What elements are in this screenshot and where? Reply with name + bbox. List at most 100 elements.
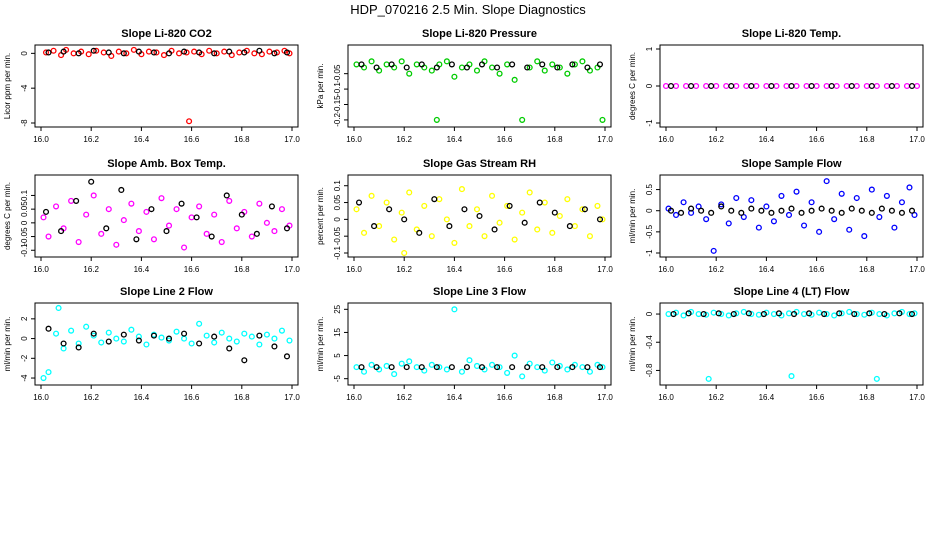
data-point — [218, 238, 225, 246]
data-point — [733, 194, 740, 202]
data-point — [678, 209, 685, 216]
data-point — [534, 226, 541, 233]
data-point — [504, 61, 511, 68]
data-point — [191, 48, 198, 55]
x-tick-label: 16.8 — [547, 265, 563, 274]
data-point — [700, 310, 707, 318]
y-tick-label: 25 — [333, 304, 342, 313]
series-all — [665, 178, 918, 254]
data-point — [556, 212, 563, 220]
data-point — [853, 194, 860, 202]
data-point — [118, 186, 125, 194]
x-tick-label: 16.8 — [859, 265, 875, 274]
data-point — [123, 50, 130, 57]
data-point — [145, 48, 152, 55]
data-point — [105, 338, 112, 345]
data-point — [188, 214, 195, 221]
data-point — [748, 197, 755, 204]
data-point — [539, 61, 546, 68]
data-point — [90, 47, 97, 54]
data-point — [271, 228, 278, 235]
data-point — [833, 82, 840, 90]
x-tick-label: 16.0 — [33, 393, 49, 402]
data-point — [770, 310, 777, 318]
data-point — [808, 82, 815, 90]
data-point — [665, 310, 672, 318]
data-point — [283, 225, 291, 232]
data-point — [213, 50, 220, 57]
y-tick-label: 0 — [645, 208, 654, 213]
data-point — [496, 70, 503, 77]
data-point — [773, 82, 780, 90]
data-point — [511, 76, 518, 83]
data-point — [103, 225, 110, 232]
data-point — [705, 375, 712, 382]
chart-title: Slope Line 4 (LT) Flow — [734, 286, 850, 298]
data-point — [488, 64, 496, 71]
data-point — [713, 82, 720, 90]
data-point — [816, 228, 823, 235]
data-point — [428, 233, 435, 240]
data-point — [703, 216, 710, 223]
x-tick-label: 16.6 — [184, 393, 200, 402]
data-point — [360, 368, 368, 375]
data-point — [891, 224, 898, 231]
data-point — [816, 309, 823, 316]
data-point — [368, 361, 375, 368]
data-point — [253, 230, 260, 237]
data-point — [90, 330, 97, 337]
x-tick-label: 16.2 — [708, 135, 724, 144]
x-tick-label: 16.6 — [809, 393, 825, 402]
data-point — [806, 310, 813, 317]
data-point — [571, 223, 578, 230]
data-point — [783, 82, 790, 90]
series-all — [40, 192, 293, 251]
data-point — [778, 207, 785, 214]
data-point — [755, 224, 762, 231]
data-point — [846, 226, 853, 233]
data-point — [831, 312, 838, 319]
data-point — [556, 64, 563, 71]
data-point — [360, 229, 368, 236]
chart-panel: Slope Li-820 Temp. degrees C per min. 16.0… — [628, 28, 925, 144]
data-point — [708, 209, 715, 216]
data-point — [478, 61, 486, 68]
data-point — [586, 368, 593, 375]
data-point — [371, 223, 378, 230]
data-point — [40, 214, 47, 221]
data-point — [463, 364, 471, 371]
data-point — [851, 310, 858, 318]
data-point — [778, 192, 785, 199]
data-point — [831, 216, 838, 223]
x-tick-label: 16.8 — [547, 393, 563, 402]
data-point — [672, 82, 680, 90]
data-point — [584, 364, 591, 371]
data-point — [458, 368, 465, 375]
data-point — [908, 82, 916, 90]
x-tick-label: 16.4 — [447, 265, 463, 274]
y-tick-label: -4 — [20, 374, 29, 382]
data-point — [491, 226, 498, 233]
data-point — [75, 344, 82, 351]
series-all — [662, 82, 921, 90]
data-point — [218, 329, 225, 336]
chart-panel: Slope Line 2 Flow ml/min per min. 16.0 16.2… — [3, 286, 300, 402]
data-point — [196, 203, 203, 210]
data-point — [353, 61, 360, 68]
data-point — [581, 206, 588, 213]
data-point — [509, 61, 516, 68]
data-point — [100, 49, 107, 56]
data-point — [353, 364, 360, 371]
data-point — [838, 209, 845, 216]
data-point — [478, 364, 486, 371]
y-axis-label: degrees C per min. — [628, 52, 637, 120]
x-tick-label: 16.8 — [234, 393, 250, 402]
series-flagged — [45, 47, 291, 57]
data-point — [135, 333, 142, 340]
data-point — [569, 364, 576, 371]
chart-panel: Slope Gas Stream RH percent per min. 16.0 1… — [316, 158, 613, 274]
data-point — [728, 82, 735, 90]
data-point — [458, 64, 465, 71]
data-point — [788, 373, 795, 380]
data-point — [710, 247, 717, 254]
